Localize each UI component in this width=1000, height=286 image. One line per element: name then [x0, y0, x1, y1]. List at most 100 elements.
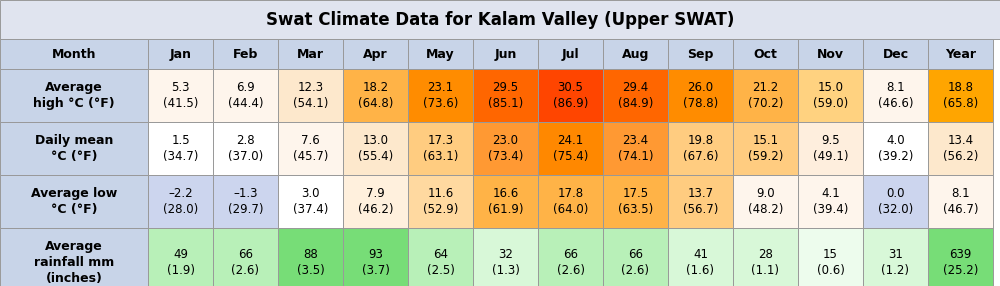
Text: 5.3
(41.5): 5.3 (41.5) [163, 82, 198, 110]
Bar [213, 69, 278, 122]
Text: 12.3
(54.1): 12.3 (54.1) [293, 82, 328, 110]
Text: Mar: Mar [297, 48, 324, 61]
Bar [213, 39, 278, 69]
Text: Apr: Apr [363, 48, 388, 61]
Text: 66
(2.6): 66 (2.6) [622, 248, 650, 277]
Bar [928, 69, 993, 122]
Bar [408, 69, 473, 122]
Text: 15
(0.6): 15 (0.6) [817, 248, 844, 277]
Text: 24.1
(75.4): 24.1 (75.4) [553, 134, 588, 163]
Text: Month: Month [52, 48, 96, 61]
Bar [408, 175, 473, 228]
Bar [603, 122, 668, 175]
Text: 13.7
(56.7): 13.7 (56.7) [683, 187, 718, 216]
Bar [0, 39, 148, 69]
Bar [148, 175, 213, 228]
Text: 32
(1.3): 32 (1.3) [492, 248, 519, 277]
Text: 1.5
(34.7): 1.5 (34.7) [163, 134, 198, 163]
Text: 49
(1.9): 49 (1.9) [166, 248, 194, 277]
Text: Nov: Nov [817, 48, 844, 61]
Bar [538, 175, 603, 228]
Text: 31
(1.2): 31 (1.2) [881, 248, 909, 277]
Text: 0.0
(32.0): 0.0 (32.0) [878, 187, 913, 216]
Bar [668, 39, 733, 69]
Text: 4.1
(39.4): 4.1 (39.4) [813, 187, 848, 216]
Bar [343, 69, 408, 122]
Text: 18.8
(65.8): 18.8 (65.8) [943, 82, 978, 110]
Text: 13.0
(55.4): 13.0 (55.4) [358, 134, 393, 163]
Text: 7.6
(45.7): 7.6 (45.7) [293, 134, 328, 163]
Text: Year: Year [945, 48, 976, 61]
Bar [538, 39, 603, 69]
Bar [733, 228, 798, 286]
Text: 66
(2.6): 66 (2.6) [556, 248, 584, 277]
Text: 3.0
(37.4): 3.0 (37.4) [293, 187, 328, 216]
Bar [538, 69, 603, 122]
Text: –2.2
(28.0): –2.2 (28.0) [163, 187, 198, 216]
Text: 23.4
(74.1): 23.4 (74.1) [618, 134, 653, 163]
Bar [148, 39, 213, 69]
Text: Sep: Sep [687, 48, 714, 61]
Text: 11.6
(52.9): 11.6 (52.9) [423, 187, 458, 216]
Text: Swat Climate Data for Kalam Valley (Upper SWAT): Swat Climate Data for Kalam Valley (Uppe… [266, 11, 734, 29]
Text: 18.2
(64.8): 18.2 (64.8) [358, 82, 393, 110]
Text: 93
(3.7): 93 (3.7) [362, 248, 389, 277]
Text: 30.5
(86.9): 30.5 (86.9) [553, 82, 588, 110]
Text: Feb: Feb [233, 48, 258, 61]
Text: 88
(3.5): 88 (3.5) [297, 248, 324, 277]
Bar [928, 122, 993, 175]
Text: Aug: Aug [622, 48, 649, 61]
Text: 8.1
(46.7): 8.1 (46.7) [943, 187, 978, 216]
Bar [278, 175, 343, 228]
Text: 16.6
(61.9): 16.6 (61.9) [488, 187, 523, 216]
Bar [408, 39, 473, 69]
Text: 6.9
(44.4): 6.9 (44.4) [228, 82, 263, 110]
Bar [668, 228, 733, 286]
Bar [798, 175, 863, 228]
Text: 15.1
(59.2): 15.1 (59.2) [748, 134, 783, 163]
Text: 639
(25.2): 639 (25.2) [943, 248, 978, 277]
Text: Jun: Jun [494, 48, 517, 61]
Bar [408, 228, 473, 286]
Bar [928, 39, 993, 69]
Bar [863, 175, 928, 228]
Bar [0, 175, 148, 228]
Bar [538, 228, 603, 286]
Bar [343, 122, 408, 175]
Bar [343, 175, 408, 228]
Text: 21.2
(70.2): 21.2 (70.2) [748, 82, 783, 110]
Bar [278, 122, 343, 175]
Bar [473, 39, 538, 69]
Bar [668, 175, 733, 228]
Text: 66
(2.6): 66 (2.6) [232, 248, 260, 277]
Text: 19.8
(67.6): 19.8 (67.6) [683, 134, 718, 163]
Text: Average
rainfall mm
(inches): Average rainfall mm (inches) [34, 240, 114, 285]
Bar [798, 228, 863, 286]
Text: Dec: Dec [882, 48, 909, 61]
Bar [0, 122, 148, 175]
Bar [538, 122, 603, 175]
Text: 29.5
(85.1): 29.5 (85.1) [488, 82, 523, 110]
Bar [473, 175, 538, 228]
Bar [148, 69, 213, 122]
Bar [668, 69, 733, 122]
Bar [0, 69, 148, 122]
Text: 8.1
(46.6): 8.1 (46.6) [878, 82, 913, 110]
Text: Average
high °C (°F): Average high °C (°F) [33, 82, 115, 110]
Text: 17.8
(64.0): 17.8 (64.0) [553, 187, 588, 216]
Bar [798, 39, 863, 69]
Bar [213, 175, 278, 228]
Text: May: May [426, 48, 455, 61]
Bar [343, 39, 408, 69]
Bar [148, 122, 213, 175]
Text: Jan: Jan [170, 48, 192, 61]
Text: 7.9
(46.2): 7.9 (46.2) [358, 187, 393, 216]
Text: Oct: Oct [754, 48, 777, 61]
Bar [473, 69, 538, 122]
Text: 64
(2.5): 64 (2.5) [427, 248, 454, 277]
Bar [278, 228, 343, 286]
Bar [733, 69, 798, 122]
Bar [733, 122, 798, 175]
Text: 23.1
(73.6): 23.1 (73.6) [423, 82, 458, 110]
Text: 15.0
(59.0): 15.0 (59.0) [813, 82, 848, 110]
